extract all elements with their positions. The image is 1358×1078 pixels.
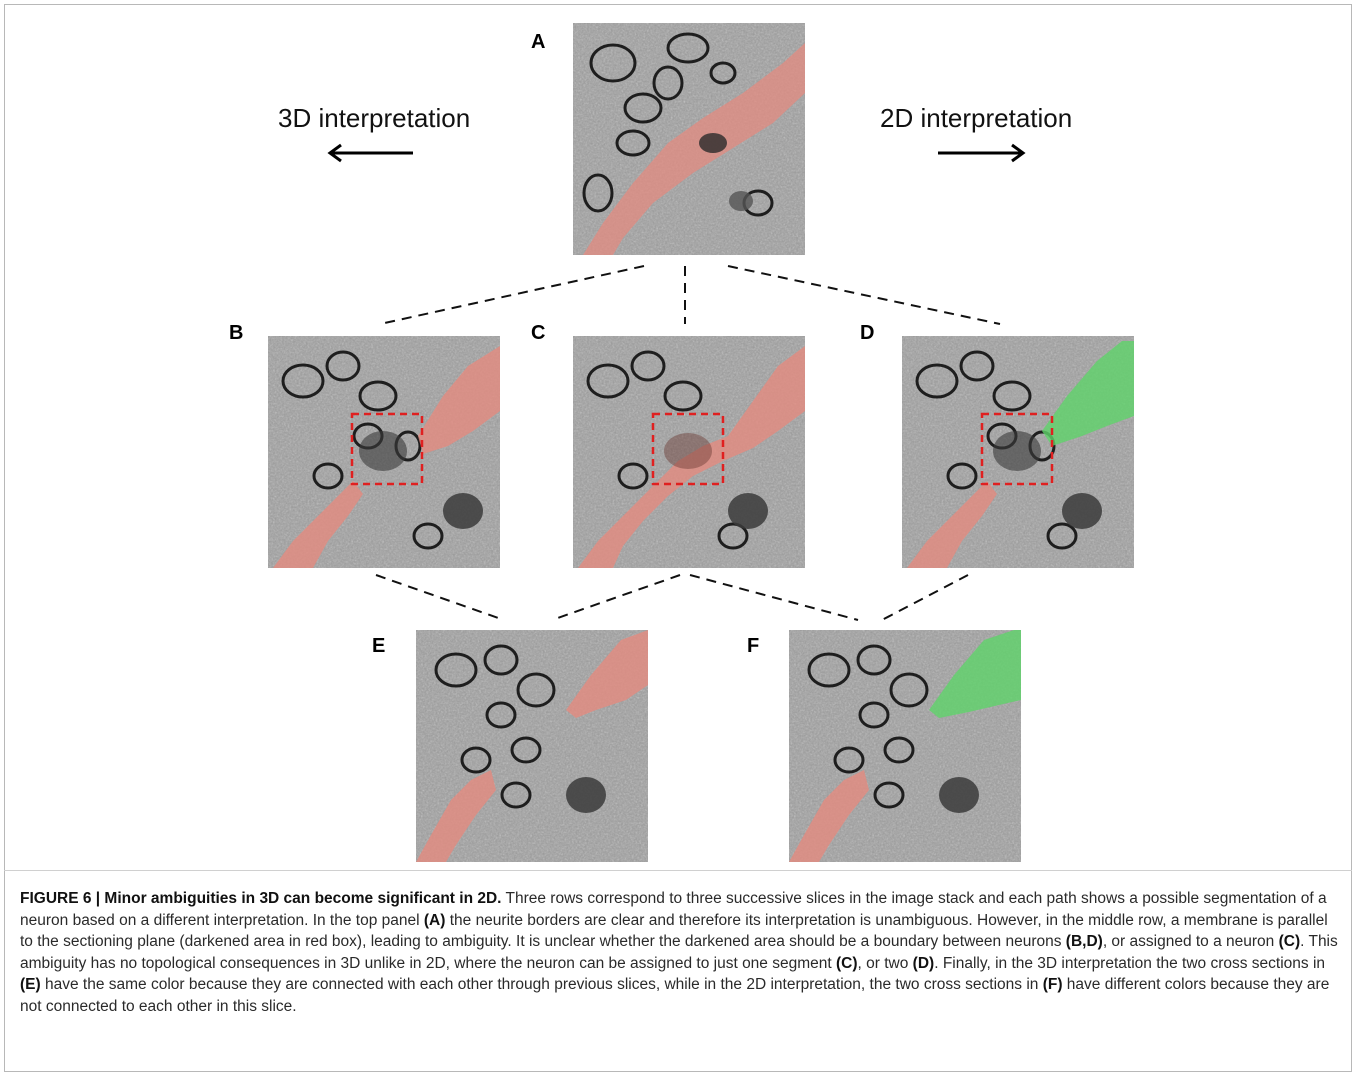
caption-divider — [4, 870, 1352, 871]
right-arrow-icon — [938, 143, 1026, 163]
label-2d-interpretation: 2D interpretation — [880, 103, 1073, 133]
em-panel-f — [789, 630, 1021, 862]
caption-ref: (C) — [1278, 933, 1301, 950]
caption-text: the neurite borders are clear and theref… — [20, 911, 1328, 951]
panel-letter-c: C — [531, 322, 546, 344]
em-panel-b — [268, 336, 500, 568]
label-3d-interpretation: 3D interpretation — [278, 103, 471, 133]
em-panel-d — [902, 336, 1134, 568]
caption-ref: (D) — [912, 954, 935, 972]
caption-text: . This ambiguity has no topological cons… — [20, 933, 1338, 972]
caption-ref: (B,D) — [1065, 933, 1103, 950]
panel-letter-f: F — [747, 635, 760, 657]
panel-letter-d: D — [860, 322, 875, 344]
panel-letter-a: A — [531, 31, 546, 53]
panel-letter-e: E — [372, 635, 386, 657]
em-panel-a — [573, 23, 805, 255]
caption-text: Three rows correspond to three successiv… — [20, 890, 1327, 929]
caption-ref: (A) — [423, 911, 446, 929]
caption-text: , or assigned to a neuron — [1102, 933, 1279, 950]
left-arrow-icon — [327, 143, 413, 163]
panel-letter-b: B — [229, 322, 244, 344]
caption-text: . Finally, in the 3D interpretation the … — [934, 954, 1326, 972]
caption-ref: (E) — [20, 976, 41, 993]
em-panel-e — [416, 630, 648, 862]
caption-text: have different colors because they are n… — [20, 976, 1330, 1015]
figure-caption: FIGURE 6 | Minor ambiguities in 3D can b… — [20, 888, 1338, 1017]
caption-heading: FIGURE 6 | Minor ambiguities in 3D can b… — [20, 890, 502, 907]
caption-text: , or two — [857, 954, 913, 972]
caption-ref: (F) — [1042, 976, 1063, 993]
caption-ref: (C) — [836, 954, 858, 972]
figure-frame — [4, 4, 1352, 1072]
em-panel-c — [573, 336, 805, 568]
caption-text: have the same color because they are con… — [40, 976, 1043, 993]
dashed-connectors — [375, 265, 1001, 621]
